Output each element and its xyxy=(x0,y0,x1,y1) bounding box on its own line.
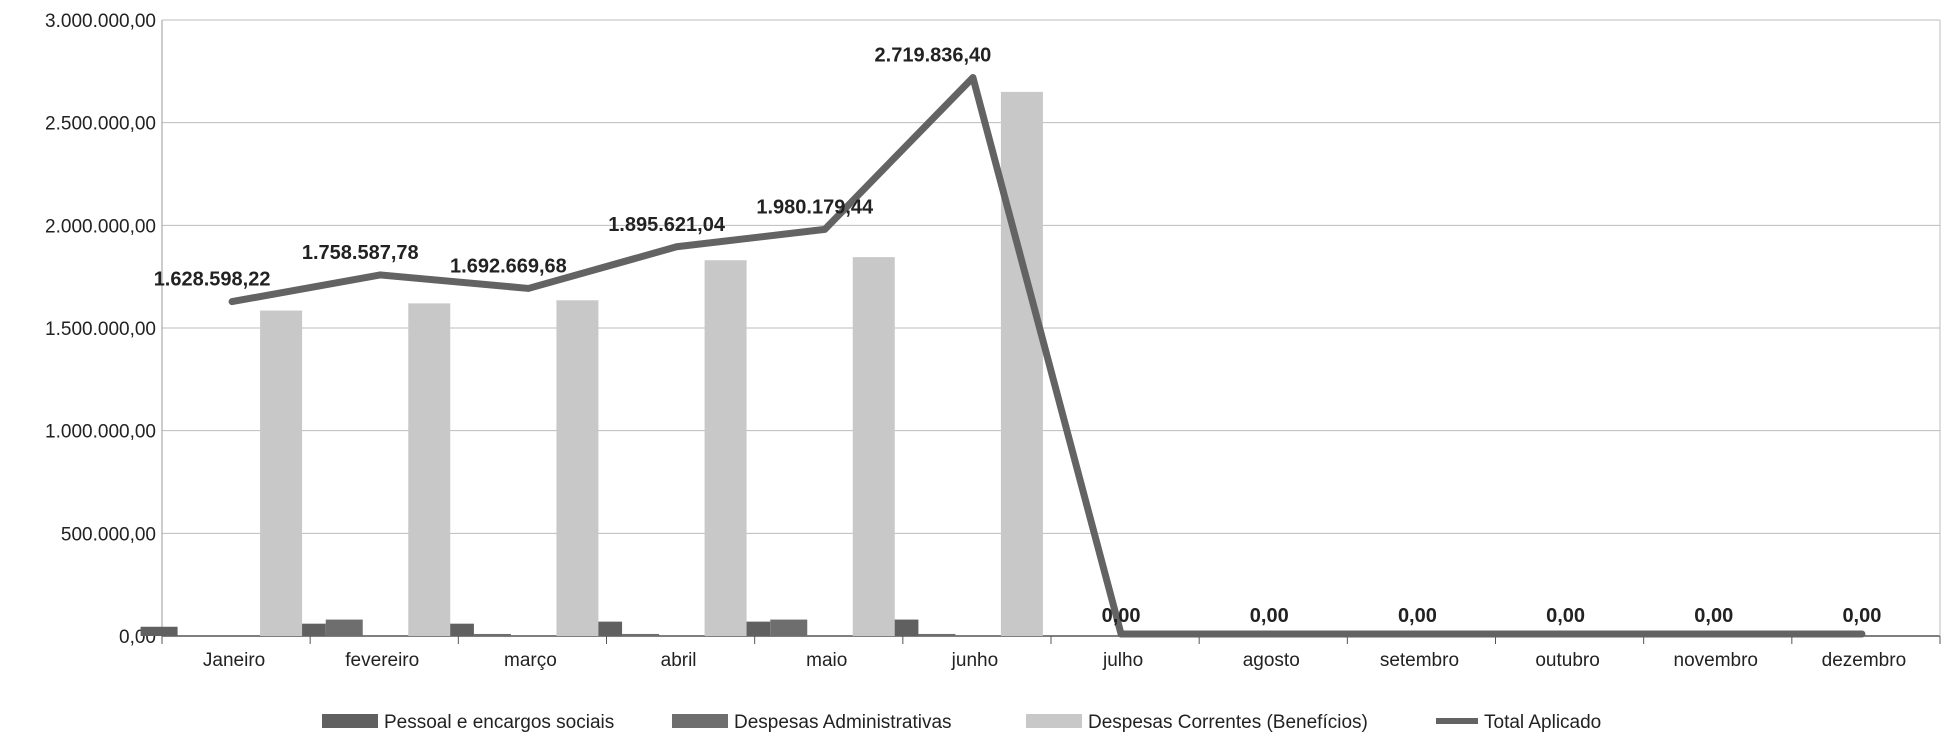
legend-swatch xyxy=(1436,718,1478,724)
x-tick-label: março xyxy=(504,650,557,671)
bar-despesas-2 xyxy=(556,300,599,636)
total-data-label: 2.719.836,40 xyxy=(875,45,992,67)
bar-despesas-5 xyxy=(1000,91,1043,636)
total-point-4 xyxy=(821,226,828,233)
total-data-label: 1.758.587,78 xyxy=(302,242,419,264)
total-point-10 xyxy=(1710,631,1717,637)
total-point-7 xyxy=(1266,631,1273,637)
legend-label: Despesas Correntes (Benefícios) xyxy=(1088,712,1368,733)
total-data-label: 0,00 xyxy=(1546,605,1585,627)
bar-despesas-3 xyxy=(622,633,660,636)
bars xyxy=(140,91,1043,636)
legend-label: Pessoal e encargos sociais xyxy=(384,712,614,733)
y-tick-label: 1.000.000,00 xyxy=(45,422,156,443)
bar-pessoal-0 xyxy=(140,626,178,636)
total-data-label: 1.895.621,04 xyxy=(608,214,726,236)
x-axis-ticks: Janeiro fevereiro março abril maio junho julho… xyxy=(203,650,1906,671)
y-tick-label: 2.000.000,00 xyxy=(45,216,156,237)
total-point-5 xyxy=(969,74,976,81)
total-point-6 xyxy=(1118,631,1125,637)
legend-swatch xyxy=(672,714,728,728)
y-tick-label: 3.000.000,00 xyxy=(45,11,156,32)
bar-despesas-3 xyxy=(704,260,747,636)
y-axis-ticks: 0,00500.000,001.000.000,001.500.000,002.… xyxy=(45,11,156,648)
total-point-11 xyxy=(1858,631,1865,637)
total-data-label: 0,00 xyxy=(1398,605,1437,627)
y-tick-label: 1.500.000,00 xyxy=(45,319,156,340)
data-labels: 1.628.598,22 1.758.587,78 1.692.669,68 1.89… xyxy=(154,45,1882,627)
bar-despesas-1 xyxy=(408,303,451,636)
total-aplicado-line xyxy=(228,74,1866,638)
legend-label: Total Aplicado xyxy=(1484,712,1601,733)
x-tick-label: agosto xyxy=(1243,650,1300,671)
bar-despesas-2 xyxy=(473,633,511,636)
total-data-label: 1.628.598,22 xyxy=(154,269,271,291)
total-line xyxy=(228,74,1866,638)
total-point-0 xyxy=(229,298,236,305)
total-data-label: 0,00 xyxy=(1102,605,1141,627)
x-tick-label: dezembro xyxy=(1822,650,1907,671)
x-tick-label: maio xyxy=(806,650,847,671)
bar-despesas-4 xyxy=(852,257,895,636)
total-point-8 xyxy=(1414,631,1421,637)
x-tick-label: novembro xyxy=(1674,650,1759,671)
legend: Pessoal e encargos sociais Despesas Admin… xyxy=(322,712,1601,733)
x-tick-label: Janeiro xyxy=(203,650,265,671)
y-tick-label: 500.000,00 xyxy=(61,524,156,545)
total-data-label: 1.692.669,68 xyxy=(450,255,567,277)
bar-despesas-1 xyxy=(325,619,363,636)
total-data-label: 0,00 xyxy=(1250,605,1289,627)
y-tick-label: 2.500.000,00 xyxy=(45,114,156,135)
x-tick-label: abril xyxy=(661,650,697,671)
bar-despesas-0 xyxy=(260,310,303,636)
legend-swatch xyxy=(1026,714,1082,728)
x-tick-label: setembro xyxy=(1380,650,1459,671)
total-point-3 xyxy=(673,243,680,250)
x-tick-label: outubro xyxy=(1535,650,1599,671)
legend-label: Despesas Administrativas xyxy=(734,712,952,733)
total-point-2 xyxy=(525,285,532,292)
x-tick-label: julho xyxy=(1102,650,1143,671)
total-data-label: 1.980.179,44 xyxy=(756,196,874,218)
legend-swatch xyxy=(322,714,378,728)
total-data-label: 0,00 xyxy=(1842,605,1881,627)
total-point-9 xyxy=(1562,631,1569,637)
x-tick-label: fevereiro xyxy=(345,650,419,671)
x-tick-label: junho xyxy=(951,650,999,671)
total-data-label: 0,00 xyxy=(1694,605,1733,627)
total-point-1 xyxy=(377,271,384,278)
bar-despesas-4 xyxy=(770,619,808,636)
bar-despesas-5 xyxy=(918,633,956,636)
